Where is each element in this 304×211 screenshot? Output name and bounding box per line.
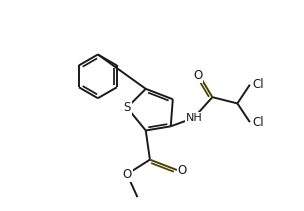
Text: S: S	[123, 101, 131, 114]
Text: Cl: Cl	[252, 78, 264, 91]
Text: Cl: Cl	[252, 116, 264, 129]
Text: O: O	[123, 168, 132, 181]
Text: O: O	[178, 164, 187, 177]
Text: NH: NH	[186, 113, 203, 123]
Text: O: O	[193, 69, 202, 82]
